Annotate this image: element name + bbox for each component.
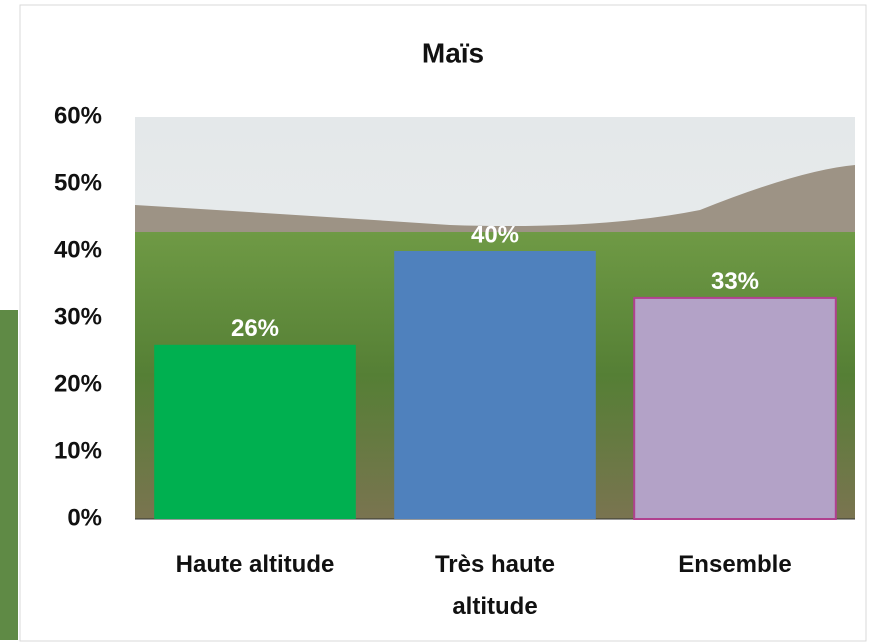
x-tick-label: Ensemble [650, 544, 820, 586]
bar [634, 298, 836, 519]
value-label: 40% [471, 221, 519, 248]
chart-title: Maïs [422, 37, 484, 68]
x-tick-label: Haute altitude [170, 544, 340, 586]
value-label: 33% [711, 268, 759, 295]
bar [154, 345, 356, 519]
left-strip [0, 0, 20, 180]
page: Maïs 0%10%20%30%40%50%60%26%40%33% (() =… [0, 0, 869, 644]
y-tick-label: 20% [54, 370, 102, 397]
y-tick-label: 30% [54, 303, 102, 330]
y-tick-label: 50% [54, 169, 102, 196]
y-tick-label: 40% [54, 236, 102, 263]
y-tick-label: 60% [54, 102, 102, 129]
x-tick-label: Très haute altitude [410, 544, 580, 628]
value-label: 26% [231, 315, 279, 342]
left-photo [0, 310, 18, 640]
y-tick-label: 10% [54, 437, 102, 464]
y-tick-label: 0% [67, 504, 102, 531]
bar [394, 251, 596, 519]
